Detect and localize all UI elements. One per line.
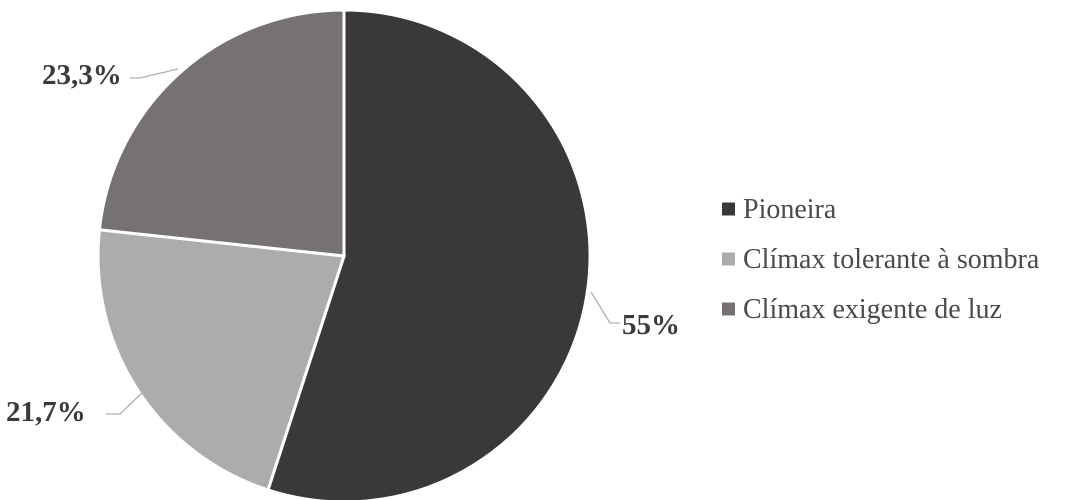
legend: Pioneira Clímax tolerante à sombra Clímax … bbox=[722, 194, 1040, 325]
pie-slices bbox=[96, 8, 592, 500]
pie-slice-climax-tolerante-a-sombra bbox=[96, 228, 346, 492]
data-label-climax-tolerante-a-sombra: 21,7% bbox=[6, 396, 86, 428]
legend-marker bbox=[722, 302, 735, 316]
leader-lines bbox=[106, 68, 620, 415]
leader-line-climax-exigente-de-luz bbox=[130, 68, 179, 79]
data-label-climax-exigente-de-luz: 23,3% bbox=[42, 59, 122, 91]
pie-slice-climax-exigente-de-luz bbox=[97, 8, 346, 258]
legend-item-pioneira: Pioneira bbox=[722, 194, 837, 225]
data-label-pioneira: 55% bbox=[622, 309, 680, 341]
legend-item-climax-tolerante-a-sombra: Clímax tolerante à sombra bbox=[722, 244, 1040, 275]
leader-line-pioneira bbox=[590, 291, 620, 324]
legend-label: Clímax exigente de luz bbox=[743, 294, 1002, 325]
legend-marker bbox=[722, 202, 735, 216]
pie-slice-pioneira bbox=[266, 8, 592, 500]
legend-label: Clímax tolerante à sombra bbox=[743, 244, 1040, 275]
legend-item-climax-exigente-de-luz: Clímax exigente de luz bbox=[722, 294, 1002, 325]
legend-label: Pioneira bbox=[743, 194, 837, 225]
leader-line-climax-tolerante-a-sombra bbox=[106, 390, 145, 415]
legend-marker bbox=[722, 252, 735, 266]
data-labels: 55% 21,7% 23,3% bbox=[6, 59, 680, 428]
